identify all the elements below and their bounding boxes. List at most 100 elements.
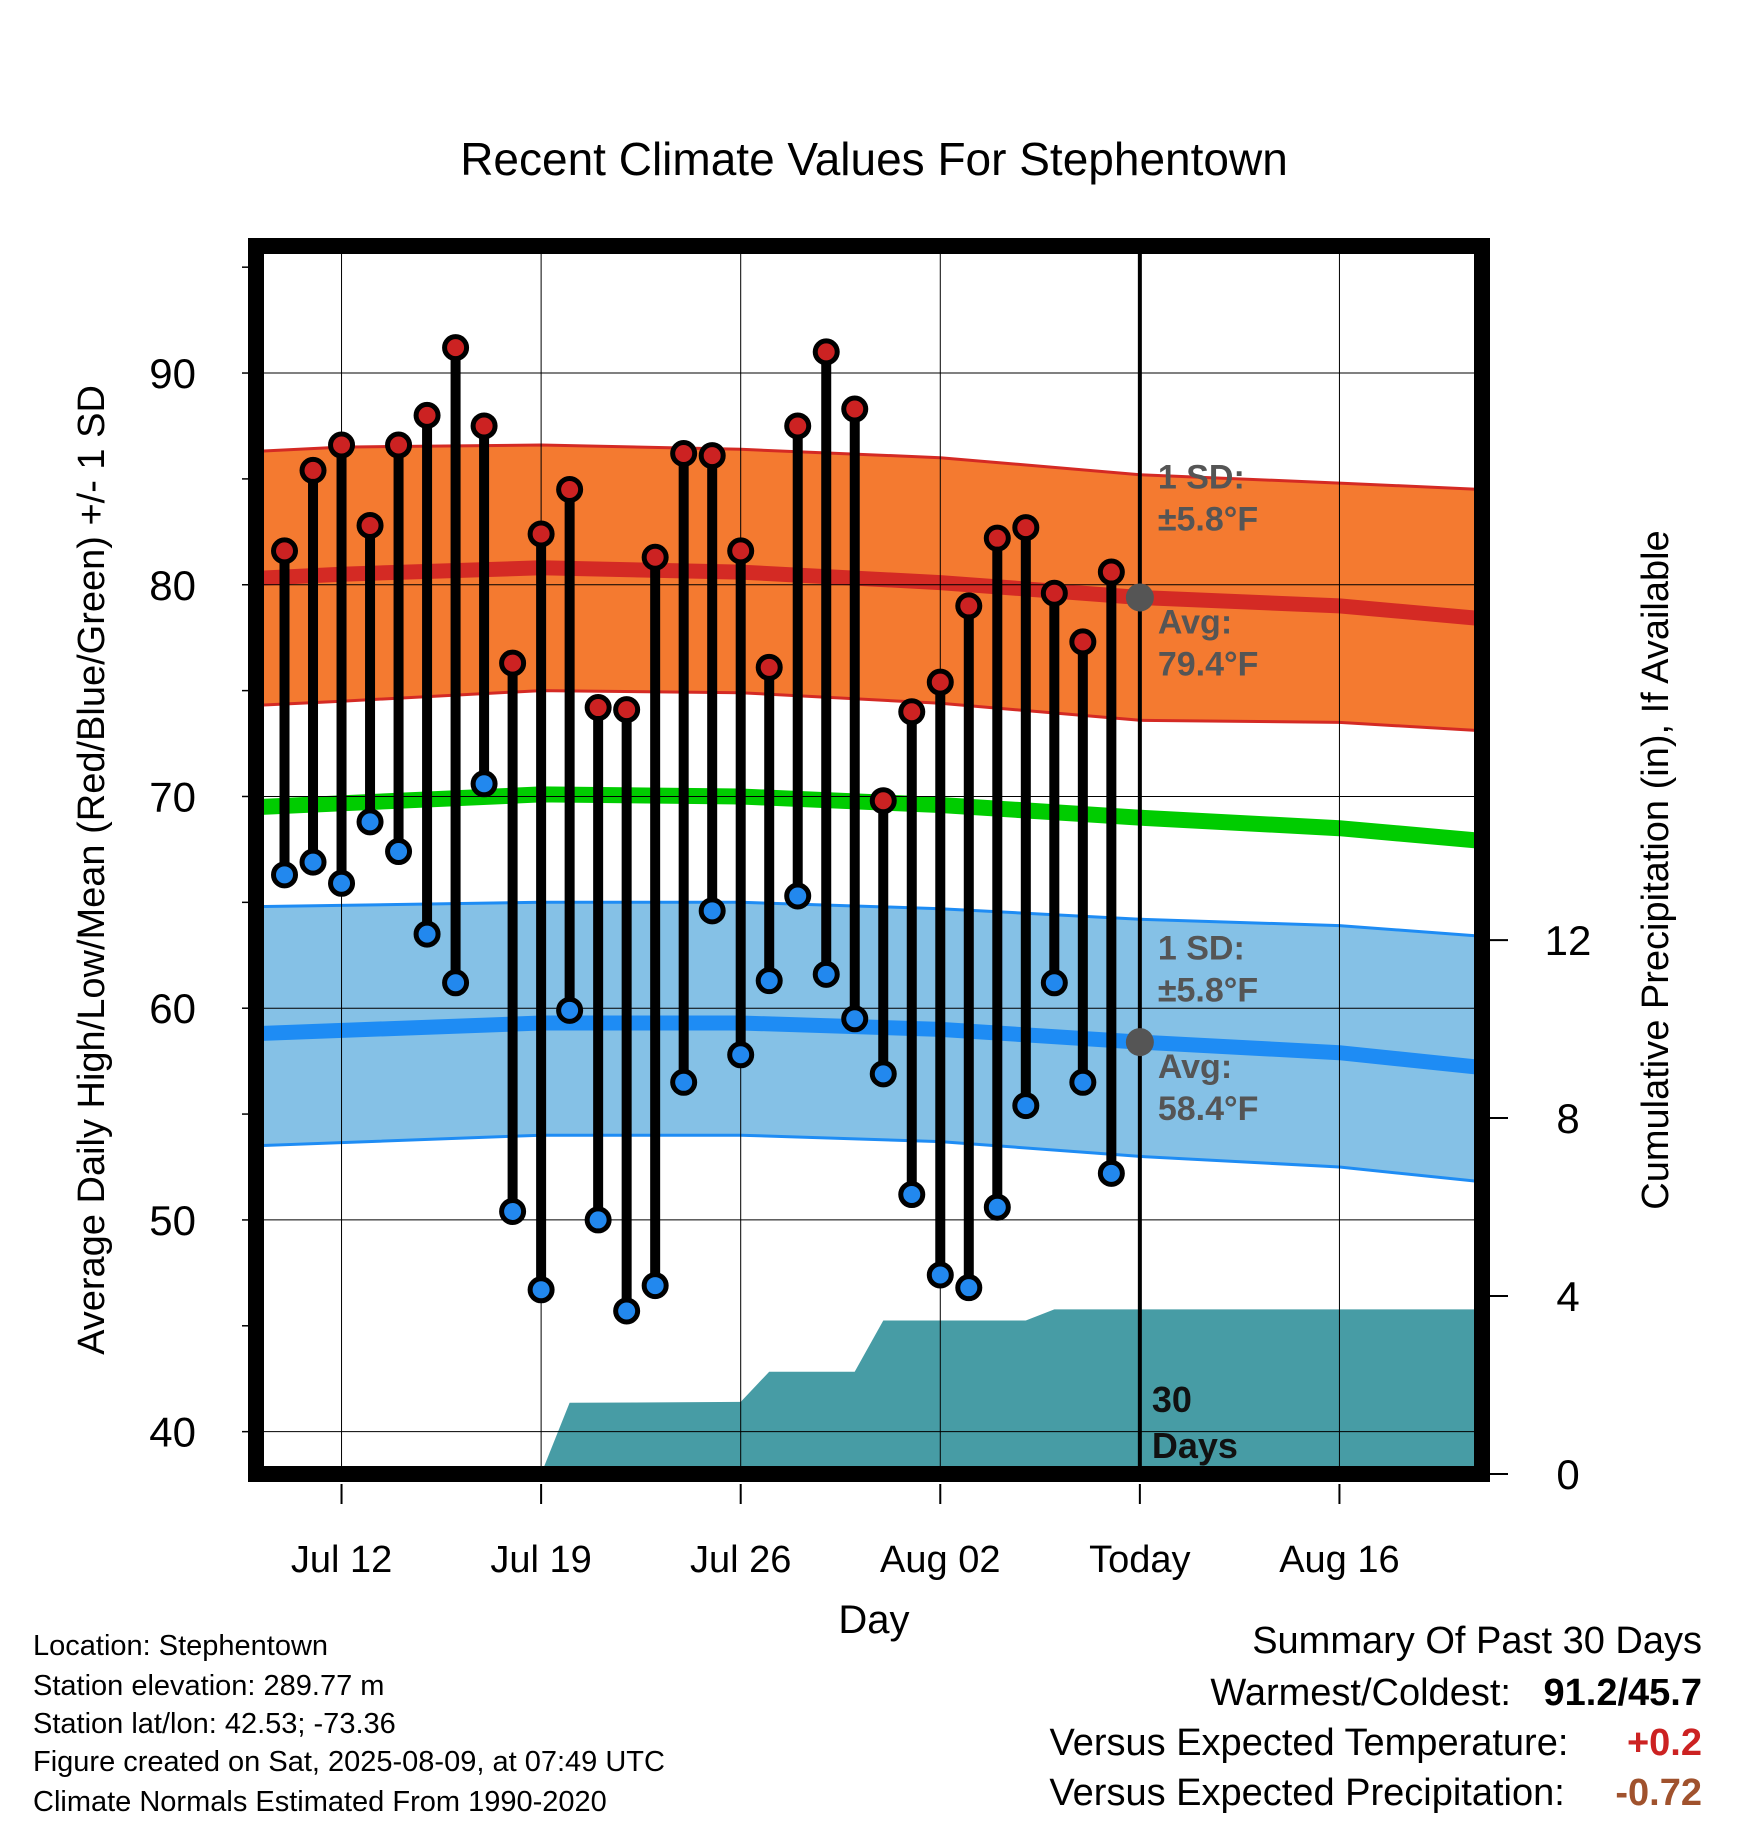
daily-high-marker <box>983 524 1011 552</box>
x-tick-label: Jul 26 <box>690 1539 791 1581</box>
daily-low-marker <box>926 1261 954 1289</box>
y2-tick-label: 4 <box>1556 1273 1579 1320</box>
daily-low-marker <box>755 967 783 995</box>
daily-high-marker <box>499 649 527 677</box>
daily-high-marker <box>784 412 812 440</box>
plot-area <box>256 246 1482 1474</box>
daily-high-marker <box>527 520 555 548</box>
daily-low-marker <box>556 996 584 1024</box>
summary-precip: Versus Expected Precipitation: -0.72 <box>1049 1772 1702 1815</box>
daily-low-marker <box>1012 1092 1040 1120</box>
low-sd-label: 1 SD: <box>1158 929 1245 967</box>
daily-high-marker <box>556 475 584 503</box>
summary-temp: Versus Expected Temperature: +0.2 <box>1049 1722 1702 1765</box>
daily-low-marker <box>955 1274 983 1302</box>
daily-low-marker <box>1097 1159 1125 1187</box>
info-elevation: Station elevation: 289.77 m <box>33 1670 385 1702</box>
summary-title: Summary Of Past 30 Days <box>1252 1620 1702 1662</box>
daily-high-marker <box>271 537 299 565</box>
daily-low-marker <box>299 848 327 876</box>
daily-high-marker <box>1097 558 1125 586</box>
daily-high-marker <box>841 395 869 423</box>
daily-low-marker <box>641 1272 669 1300</box>
chart-title: Recent Climate Values For Stephentown <box>460 133 1288 185</box>
summary-precip-value: -0.72 <box>1615 1772 1702 1814</box>
daily-low-marker <box>784 882 812 910</box>
daily-high-marker <box>356 511 384 539</box>
daily-high-marker <box>1012 514 1040 542</box>
daily-low-marker <box>698 897 726 925</box>
y2-tick-label: 8 <box>1556 1095 1579 1142</box>
summary-warm-cold: Warmest/Coldest: 91.2/45.7 <box>1210 1672 1702 1715</box>
daily-low-marker <box>356 808 384 836</box>
y-tick-label: 40 <box>149 1409 196 1456</box>
summary-warm-cold-label: Warmest/Coldest: <box>1210 1672 1511 1714</box>
y-axis-label: Average Daily High/Low/Mean (Red/Blue/Gr… <box>71 385 113 1355</box>
low-avg-label: Avg: <box>1158 1048 1232 1086</box>
days-count-word: Days <box>1152 1425 1238 1466</box>
daily-high-marker <box>812 338 840 366</box>
daily-high-marker <box>613 696 641 724</box>
info-latlon: Station lat/lon: 42.53; -73.36 <box>33 1708 396 1740</box>
high-sd-band <box>256 445 1482 731</box>
daily-high-marker <box>442 334 470 362</box>
x-tick-label: Today <box>1089 1539 1190 1581</box>
low-avg-value: 58.4°F <box>1158 1090 1259 1128</box>
daily-low-marker <box>442 969 470 997</box>
x-tick-label: Aug 16 <box>1279 1539 1399 1581</box>
x-tick-label: Jul 12 <box>291 1539 392 1581</box>
daily-high-marker <box>955 592 983 620</box>
daily-high-marker <box>299 456 327 484</box>
y-tick-label: 90 <box>149 350 196 397</box>
daily-low-marker <box>413 920 441 948</box>
y-tick-label: 80 <box>149 562 196 609</box>
y-tick-label: 60 <box>149 985 196 1032</box>
today-normal-low-marker <box>1125 1028 1154 1057</box>
daily-high-marker <box>755 653 783 681</box>
daily-low-marker <box>1069 1068 1097 1096</box>
y-tick-label: 50 <box>149 1197 196 1244</box>
y2-tick-label: 12 <box>1545 917 1592 964</box>
daily-high-marker <box>584 694 612 722</box>
daily-high-marker <box>698 442 726 470</box>
daily-low-marker <box>1040 969 1068 997</box>
plot-frame <box>248 238 1490 1482</box>
daily-high-marker <box>869 787 897 815</box>
daily-low-marker <box>841 1005 869 1033</box>
daily-high-marker <box>1069 628 1097 656</box>
y2-axis-label: Cumulative Precipitation (in), If Availa… <box>1635 530 1677 1209</box>
y-tick-label: 70 <box>149 773 196 820</box>
daily-low-marker <box>470 770 498 798</box>
high-avg-label: Avg: <box>1158 603 1232 641</box>
daily-low-marker <box>670 1068 698 1096</box>
info-created: Figure created on Sat, 2025-08-09, at 07… <box>33 1746 665 1778</box>
y2-tick-label: 0 <box>1556 1451 1579 1498</box>
daily-high-marker <box>328 431 356 459</box>
summary-temp-label: Versus Expected Temperature: <box>1049 1722 1569 1764</box>
high-sd-value: ±5.8°F <box>1158 501 1258 539</box>
daily-low-marker <box>271 861 299 889</box>
daily-high-marker <box>727 537 755 565</box>
daily-high-marker <box>1040 579 1068 607</box>
high-avg-value: 79.4°F <box>1158 645 1259 683</box>
daily-low-marker <box>613 1297 641 1325</box>
info-location: Location: Stephentown <box>33 1630 329 1662</box>
cumulative-precip-area <box>541 1309 1482 1474</box>
low-sd-band <box>256 902 1482 1182</box>
info-normals: Climate Normals Estimated From 1990-2020 <box>33 1786 607 1818</box>
daily-low-marker <box>983 1193 1011 1221</box>
summary-temp-value: +0.2 <box>1626 1722 1702 1764</box>
summary-precip-label: Versus Expected Precipitation: <box>1049 1772 1565 1814</box>
x-tick-label: Jul 19 <box>490 1539 591 1581</box>
daily-high-marker <box>470 412 498 440</box>
daily-low-marker <box>869 1060 897 1088</box>
daily-low-marker <box>385 838 413 866</box>
daily-low-marker <box>328 869 356 897</box>
daily-high-marker <box>898 698 926 726</box>
daily-low-marker <box>727 1041 755 1069</box>
daily-low-marker <box>898 1181 926 1209</box>
daily-high-marker <box>641 543 669 571</box>
today-normal-high-marker <box>1125 583 1154 612</box>
daily-low-marker <box>499 1197 527 1225</box>
